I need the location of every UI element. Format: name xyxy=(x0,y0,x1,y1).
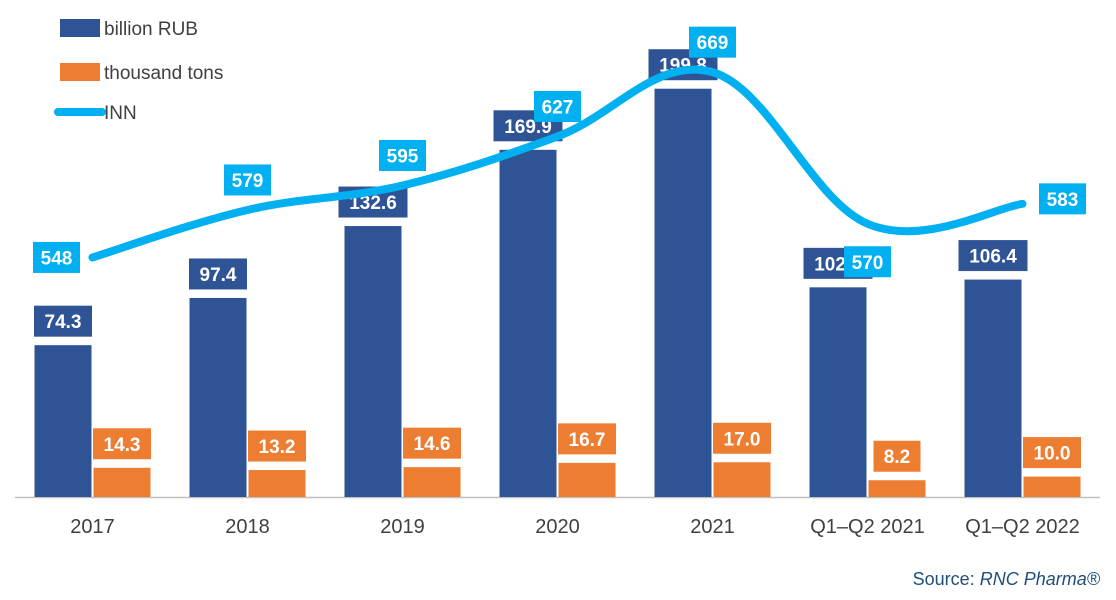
data-label-thousand-tons: 14.3 xyxy=(104,435,141,456)
data-label-thousand-tons: 10.0 xyxy=(1034,444,1071,465)
data-label-thousand-tons: 13.2 xyxy=(259,437,296,458)
data-label-inn: 548 xyxy=(41,248,73,269)
source-note: Source: RNC Pharma® xyxy=(913,569,1100,590)
data-label-inn: 583 xyxy=(1047,190,1079,211)
data-label-inn-box xyxy=(33,241,80,273)
data-label-inn: 595 xyxy=(387,146,419,167)
legend-label: thousand tons xyxy=(104,63,223,84)
bar-billion-rub xyxy=(344,226,402,497)
x-tick-label: 2020 xyxy=(535,516,580,538)
data-label-thousand-tons-box xyxy=(873,440,921,472)
data-label-billion-rub: 97.4 xyxy=(200,265,237,286)
bar-billion-rub xyxy=(499,149,557,497)
legend-label: INN xyxy=(104,103,137,124)
bar-billion-rub xyxy=(34,345,92,497)
data-label-inn: 579 xyxy=(232,171,264,192)
data-label-inn: 669 xyxy=(697,33,729,54)
source-name: RNC Pharma® xyxy=(979,569,1100,589)
x-tick-label: 2021 xyxy=(690,516,735,538)
bar-billion-rub xyxy=(654,88,712,497)
bar-thousand-tons xyxy=(93,467,151,497)
legend-label: billion RUB xyxy=(104,19,198,40)
data-label-billion-rub: 132.6 xyxy=(349,193,397,214)
data-label-thousand-tons-box xyxy=(403,427,461,459)
bar-billion-rub xyxy=(809,287,867,497)
data-label-thousand-tons-box xyxy=(248,430,306,462)
data-label-thousand-tons: 17.0 xyxy=(724,429,761,450)
bar-thousand-tons xyxy=(248,470,306,497)
data-label-inn: 627 xyxy=(542,97,574,118)
data-label-billion-rub: 106.4 xyxy=(969,247,1017,268)
data-label-billion-rub-box xyxy=(958,240,1028,272)
data-label-thousand-tons: 16.7 xyxy=(569,430,606,451)
bar-billion-rub xyxy=(189,297,247,497)
data-label-thousand-tons: 14.6 xyxy=(414,434,451,455)
data-label-inn-box xyxy=(689,26,736,58)
data-label-inn-box xyxy=(1039,183,1086,215)
data-label-thousand-tons: 8.2 xyxy=(884,447,910,468)
bar-thousand-tons xyxy=(1023,476,1081,497)
bar-billion-rub xyxy=(964,279,1022,497)
bar-thousand-tons xyxy=(403,467,461,497)
data-label-inn: 570 xyxy=(852,253,884,274)
x-tick-label: 2019 xyxy=(380,516,425,538)
line-inn xyxy=(88,65,1027,262)
x-tick-label: Q1–Q2 2022 xyxy=(965,516,1080,538)
bar-thousand-tons xyxy=(558,462,616,497)
x-tick-label: 2017 xyxy=(70,516,115,538)
data-label-billion-rub-box xyxy=(34,305,92,337)
bar-thousand-tons xyxy=(868,480,926,497)
data-label-inn-box xyxy=(534,90,581,122)
x-tick-label: Q1–Q2 2021 xyxy=(810,516,925,538)
data-label-inn-box xyxy=(379,139,426,171)
data-label-thousand-tons-box xyxy=(558,423,616,455)
legend-swatch xyxy=(60,63,100,81)
data-label-billion-rub: 169.9 xyxy=(504,117,552,138)
data-label-inn-box xyxy=(844,246,891,278)
data-label-inn-box xyxy=(224,164,271,196)
source-prefix: Source: xyxy=(912,569,980,589)
data-label-thousand-tons-box xyxy=(713,422,771,454)
x-tick-label: 2018 xyxy=(225,516,270,538)
bar-thousand-tons xyxy=(713,462,771,497)
data-label-thousand-tons-box xyxy=(93,428,151,460)
data-label-billion-rub-box xyxy=(189,258,247,290)
legend-swatch xyxy=(60,19,100,37)
data-label-thousand-tons-box xyxy=(1023,437,1081,469)
data-label-billion-rub: 74.3 xyxy=(45,312,82,333)
